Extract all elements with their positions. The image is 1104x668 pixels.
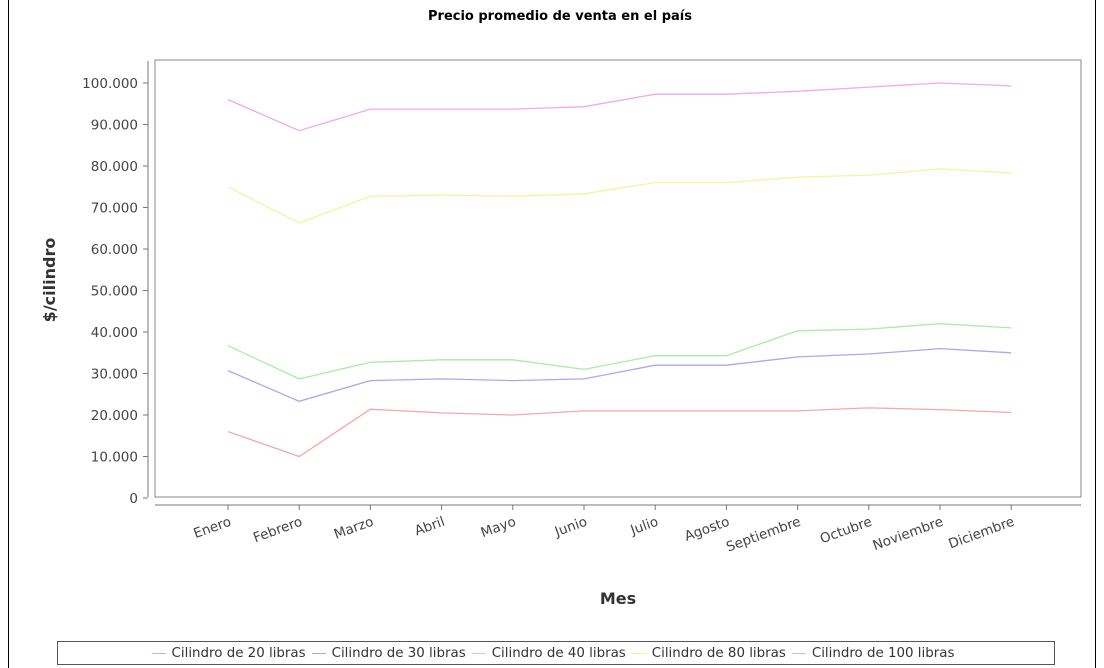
x-tick-label: Marzo xyxy=(332,514,376,543)
x-tick-label: Mayo xyxy=(479,514,518,541)
y-tick-label: 70.000 xyxy=(91,201,138,217)
y-axis-label: $/cilindro xyxy=(40,238,59,323)
x-tick-label: Junio xyxy=(552,514,590,541)
legend-item: Cilindro de 20 libras xyxy=(151,645,306,661)
legend-swatch xyxy=(311,652,326,654)
y-tick-label: 90.000 xyxy=(91,118,138,134)
legend-label: Cilindro de 20 libras xyxy=(171,645,306,661)
legend-swatch xyxy=(471,652,486,654)
y-axis: 0 10.000 20.000 30.000 40.000 50.000 60.000 70.… xyxy=(82,61,149,507)
legend-swatch xyxy=(791,652,806,654)
y-tick-label: 30.000 xyxy=(91,367,138,383)
x-tick-label: Febrero xyxy=(251,514,304,546)
legend: Cilindro de 20 libras Cilindro de 30 libr… xyxy=(57,641,1055,665)
x-tick-label: Enero xyxy=(191,514,233,542)
x-tick-label: Noviembre xyxy=(871,514,946,554)
legend-item: Cilindro de 100 libras xyxy=(791,645,955,661)
y-tick-label: 100.000 xyxy=(82,76,138,92)
series-line-3 xyxy=(227,323,1012,380)
series-layer xyxy=(227,82,1012,458)
series-line-2 xyxy=(227,347,1012,402)
legend-item: Cilindro de 80 libras xyxy=(631,645,786,661)
y-tick-label: 50.000 xyxy=(91,284,138,300)
legend-swatch xyxy=(151,652,166,654)
plot-area xyxy=(154,59,1082,498)
legend-label: Cilindro de 30 libras xyxy=(331,645,466,661)
x-tick-label: Abril xyxy=(412,514,446,540)
legend-label: Cilindro de 80 libras xyxy=(651,645,786,661)
y-tick-label: 40.000 xyxy=(91,325,138,341)
y-tick-label: 80.000 xyxy=(91,159,138,175)
series-line-5 xyxy=(227,82,1012,132)
x-axis: Enero Febrero Marzo Abril Mayo Junio Julio Agos… xyxy=(155,504,1081,556)
y-tick-label: 10.000 xyxy=(91,450,138,466)
chart-title: Precio promedio de venta en el país xyxy=(428,9,692,24)
x-tick-label: Diciembre xyxy=(946,514,1016,553)
legend-label: Cilindro de 40 libras xyxy=(491,645,626,661)
legend-swatch xyxy=(631,652,646,654)
series-line-4 xyxy=(227,168,1012,224)
x-tick-label: Octubre xyxy=(818,514,874,548)
series-line-1 xyxy=(227,407,1012,458)
y-tick-label: 0 xyxy=(129,491,138,507)
y-tick-label: 20.000 xyxy=(91,408,138,424)
x-axis-label: Mes xyxy=(600,589,636,608)
legend-item: Cilindro de 40 libras xyxy=(471,645,626,661)
x-tick-label: Julio xyxy=(628,514,661,539)
x-tick-label: Septiembre xyxy=(724,514,803,556)
y-tick-label: 60.000 xyxy=(91,242,138,258)
legend-item: Cilindro de 30 libras xyxy=(311,645,466,661)
legend-label: Cilindro de 100 libras xyxy=(811,645,955,661)
